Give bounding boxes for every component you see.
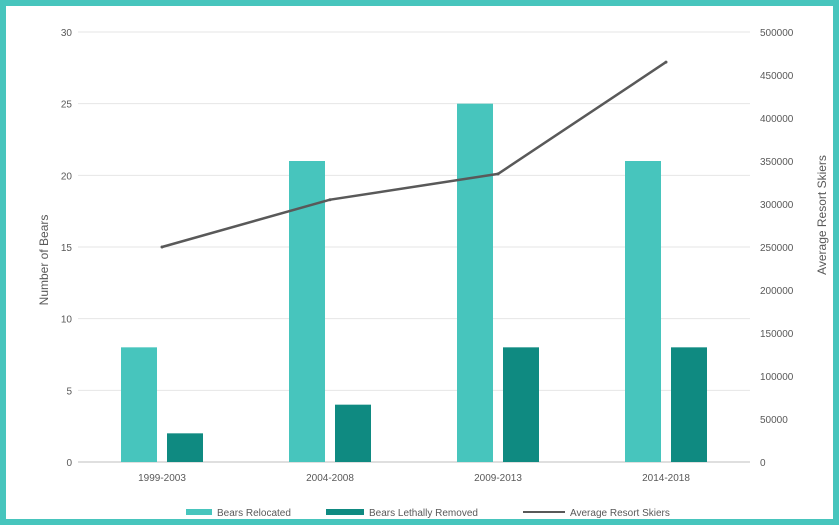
bar-lethally-removed — [503, 347, 539, 462]
right-tick-label: 500000 — [760, 28, 794, 39]
legend-swatch — [326, 509, 364, 515]
left-tick-label: 25 — [61, 100, 73, 111]
right-axis-label: Average Resort Skiers — [815, 155, 829, 275]
skiers-line — [161, 61, 667, 249]
right-tick-label: 100000 — [760, 372, 794, 383]
skiers-point — [328, 198, 332, 202]
x-tick-label: 2014-2018 — [642, 473, 690, 484]
bars — [121, 103, 707, 463]
bar-relocated — [457, 103, 493, 463]
skiers-point — [496, 172, 500, 176]
right-tick-label: 50000 — [760, 415, 788, 426]
right-axis-ticks: 0 50000 100000 150000 200000 250000 300000 3500… — [760, 28, 794, 469]
skiers-point — [664, 60, 668, 64]
left-axis-ticks: 0 5 10 15 20 25 30 — [61, 28, 73, 469]
right-tick-label: 450000 — [760, 71, 794, 82]
left-tick-label: 5 — [66, 386, 72, 397]
bar-lethally-removed — [671, 347, 707, 462]
legend-swatch — [186, 509, 212, 515]
left-axis-label: Number of Bears — [37, 215, 51, 306]
right-tick-label: 150000 — [760, 329, 794, 340]
legend-label: Bears Lethally Removed — [369, 508, 478, 519]
right-tick-label: 200000 — [760, 286, 794, 297]
right-tick-label: 250000 — [760, 243, 794, 254]
skiers-line-layer — [160, 60, 668, 249]
bar-relocated — [625, 161, 661, 462]
bar-lethally-removed — [167, 433, 203, 462]
x-tick-label: 2009-2013 — [474, 473, 522, 484]
x-tick-label: 1999-2003 — [138, 473, 186, 484]
legend-label: Bears Relocated — [217, 508, 291, 519]
left-tick-label: 15 — [61, 243, 73, 254]
legend: Bears Relocated Bears Lethally Removed Ave… — [186, 508, 670, 519]
bar-relocated — [289, 161, 325, 462]
x-axis-ticks: 1999-2003 2004-2008 2009-2013 2014-2018 — [138, 473, 690, 484]
right-tick-label: 300000 — [760, 200, 794, 211]
right-tick-label: 0 — [760, 458, 766, 469]
right-tick-label: 350000 — [760, 157, 794, 168]
x-tick-label: 2004-2008 — [306, 473, 354, 484]
bar-relocated — [121, 347, 157, 462]
right-tick-label: 400000 — [760, 114, 794, 125]
left-tick-label: 30 — [61, 28, 73, 39]
left-tick-label: 0 — [66, 458, 72, 469]
skiers-point — [160, 245, 164, 249]
left-tick-label: 20 — [61, 171, 73, 182]
left-tick-label: 10 — [61, 315, 73, 326]
legend-label: Average Resort Skiers — [570, 508, 670, 519]
bar-lethally-removed — [335, 404, 371, 462]
